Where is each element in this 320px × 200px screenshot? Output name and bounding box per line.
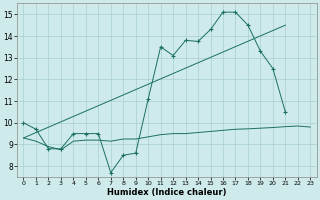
- X-axis label: Humidex (Indice chaleur): Humidex (Indice chaleur): [107, 188, 227, 197]
